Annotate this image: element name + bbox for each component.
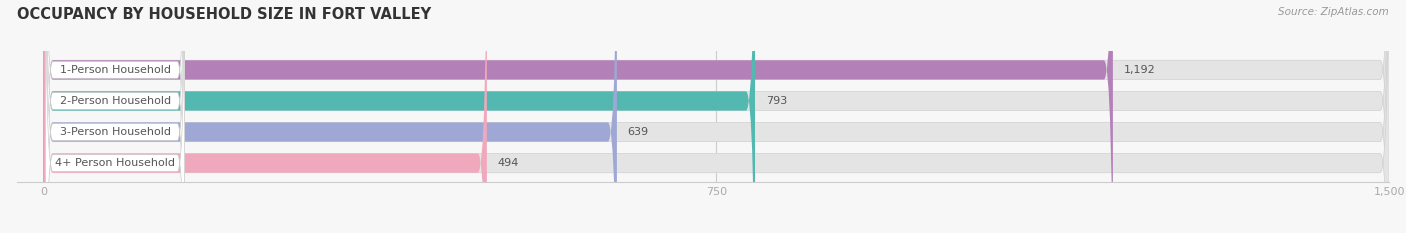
Text: OCCUPANCY BY HOUSEHOLD SIZE IN FORT VALLEY: OCCUPANCY BY HOUSEHOLD SIZE IN FORT VALL… [17,7,432,22]
FancyBboxPatch shape [45,0,184,233]
Text: 1,192: 1,192 [1123,65,1156,75]
Text: 1-Person Household: 1-Person Household [59,65,170,75]
FancyBboxPatch shape [44,0,755,233]
FancyBboxPatch shape [44,0,1389,233]
FancyBboxPatch shape [44,0,617,233]
FancyBboxPatch shape [45,0,184,233]
Text: 2-Person Household: 2-Person Household [59,96,170,106]
Text: 494: 494 [498,158,519,168]
FancyBboxPatch shape [44,0,486,233]
Text: 3-Person Household: 3-Person Household [59,127,170,137]
Text: Source: ZipAtlas.com: Source: ZipAtlas.com [1278,7,1389,17]
Text: 4+ Person Household: 4+ Person Household [55,158,176,168]
FancyBboxPatch shape [44,0,1389,233]
Text: 793: 793 [766,96,787,106]
Text: 639: 639 [627,127,648,137]
FancyBboxPatch shape [45,0,184,233]
FancyBboxPatch shape [44,0,1389,233]
FancyBboxPatch shape [45,0,184,233]
FancyBboxPatch shape [44,0,1114,233]
FancyBboxPatch shape [44,0,1389,233]
